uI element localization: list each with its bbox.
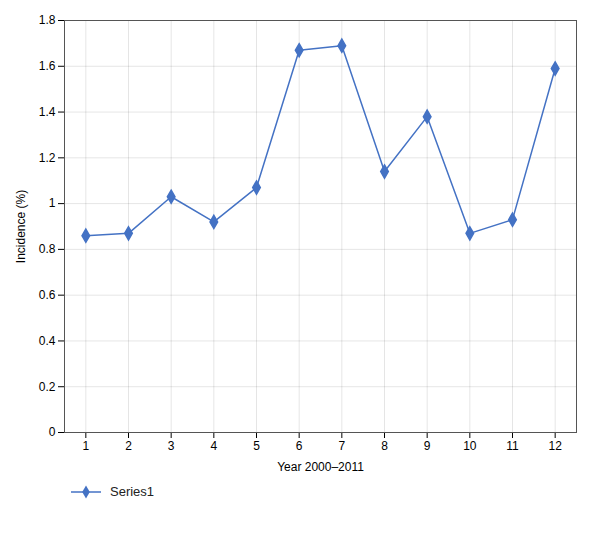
- svg-text:6: 6: [296, 439, 303, 453]
- svg-text:7: 7: [338, 439, 345, 453]
- svg-text:8: 8: [381, 439, 388, 453]
- svg-text:0.2: 0.2: [39, 380, 56, 394]
- svg-text:5: 5: [253, 439, 260, 453]
- svg-text:0.8: 0.8: [39, 242, 56, 256]
- svg-text:3: 3: [168, 439, 175, 453]
- svg-text:0.4: 0.4: [39, 334, 56, 348]
- svg-text:11: 11: [506, 439, 519, 453]
- svg-text:1: 1: [82, 439, 89, 453]
- svg-text:2: 2: [125, 439, 132, 453]
- svg-text:1.6: 1.6: [39, 59, 56, 73]
- svg-text:0: 0: [49, 425, 56, 439]
- svg-text:1.8: 1.8: [39, 13, 56, 27]
- svg-text:9: 9: [424, 439, 431, 453]
- svg-text:4: 4: [210, 439, 217, 453]
- html-text:Series1: Series1: [110, 484, 155, 499]
- svg-text:10: 10: [463, 439, 477, 453]
- svg-text:1.2: 1.2: [39, 151, 56, 165]
- svg-text:Year 2000–2011: Year 2000–2011: [277, 460, 364, 474]
- svg-text:0.6: 0.6: [39, 288, 56, 302]
- svg-text:1.4: 1.4: [39, 105, 56, 119]
- svg-text:1: 1: [49, 196, 56, 210]
- svg-text:12: 12: [548, 439, 562, 453]
- svg-text:Incidence (%): Incidence (%): [14, 190, 28, 263]
